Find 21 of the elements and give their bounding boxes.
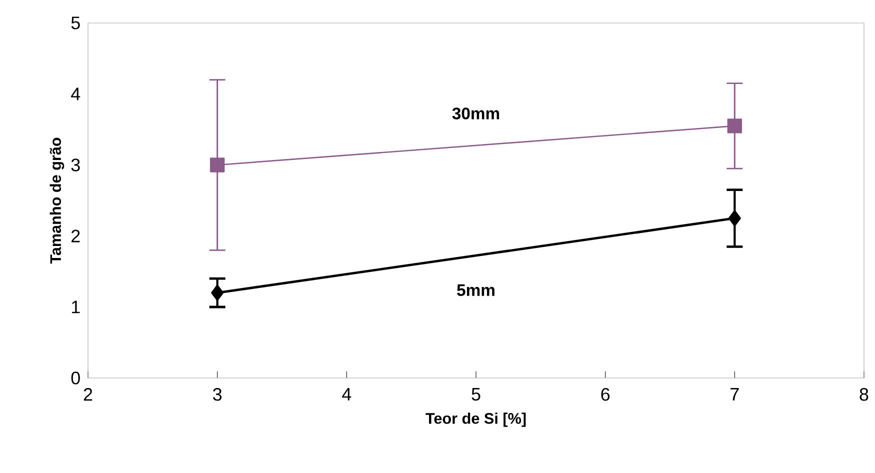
x-tick-label: 7	[730, 388, 739, 400]
point	[728, 210, 741, 226]
x-tick-label: 4	[342, 388, 352, 400]
y-tick-label: 0	[71, 372, 80, 384]
y-tick-label: 3	[71, 158, 80, 172]
point	[210, 158, 225, 172]
x-tick-label: 2	[84, 388, 92, 401]
series-label: 30mm	[452, 108, 500, 120]
x-tick-label: 8	[860, 388, 868, 401]
x-axis-title: Teor de Si [%]	[426, 412, 526, 427]
y-tick-label: 1	[72, 300, 80, 314]
x-tick-label: 3	[213, 388, 222, 401]
y-tick-label: 5	[71, 16, 80, 30]
y-tick-label: 2	[72, 230, 80, 242]
x-tick-label: 6	[601, 388, 610, 401]
point	[211, 284, 224, 301]
x-tick-label: 5	[472, 388, 480, 401]
point	[727, 118, 742, 134]
y-axis-title: Tamanho de grão	[50, 138, 64, 264]
series-label: 5mm	[457, 284, 494, 296]
y-tick-label: 4	[71, 88, 80, 100]
